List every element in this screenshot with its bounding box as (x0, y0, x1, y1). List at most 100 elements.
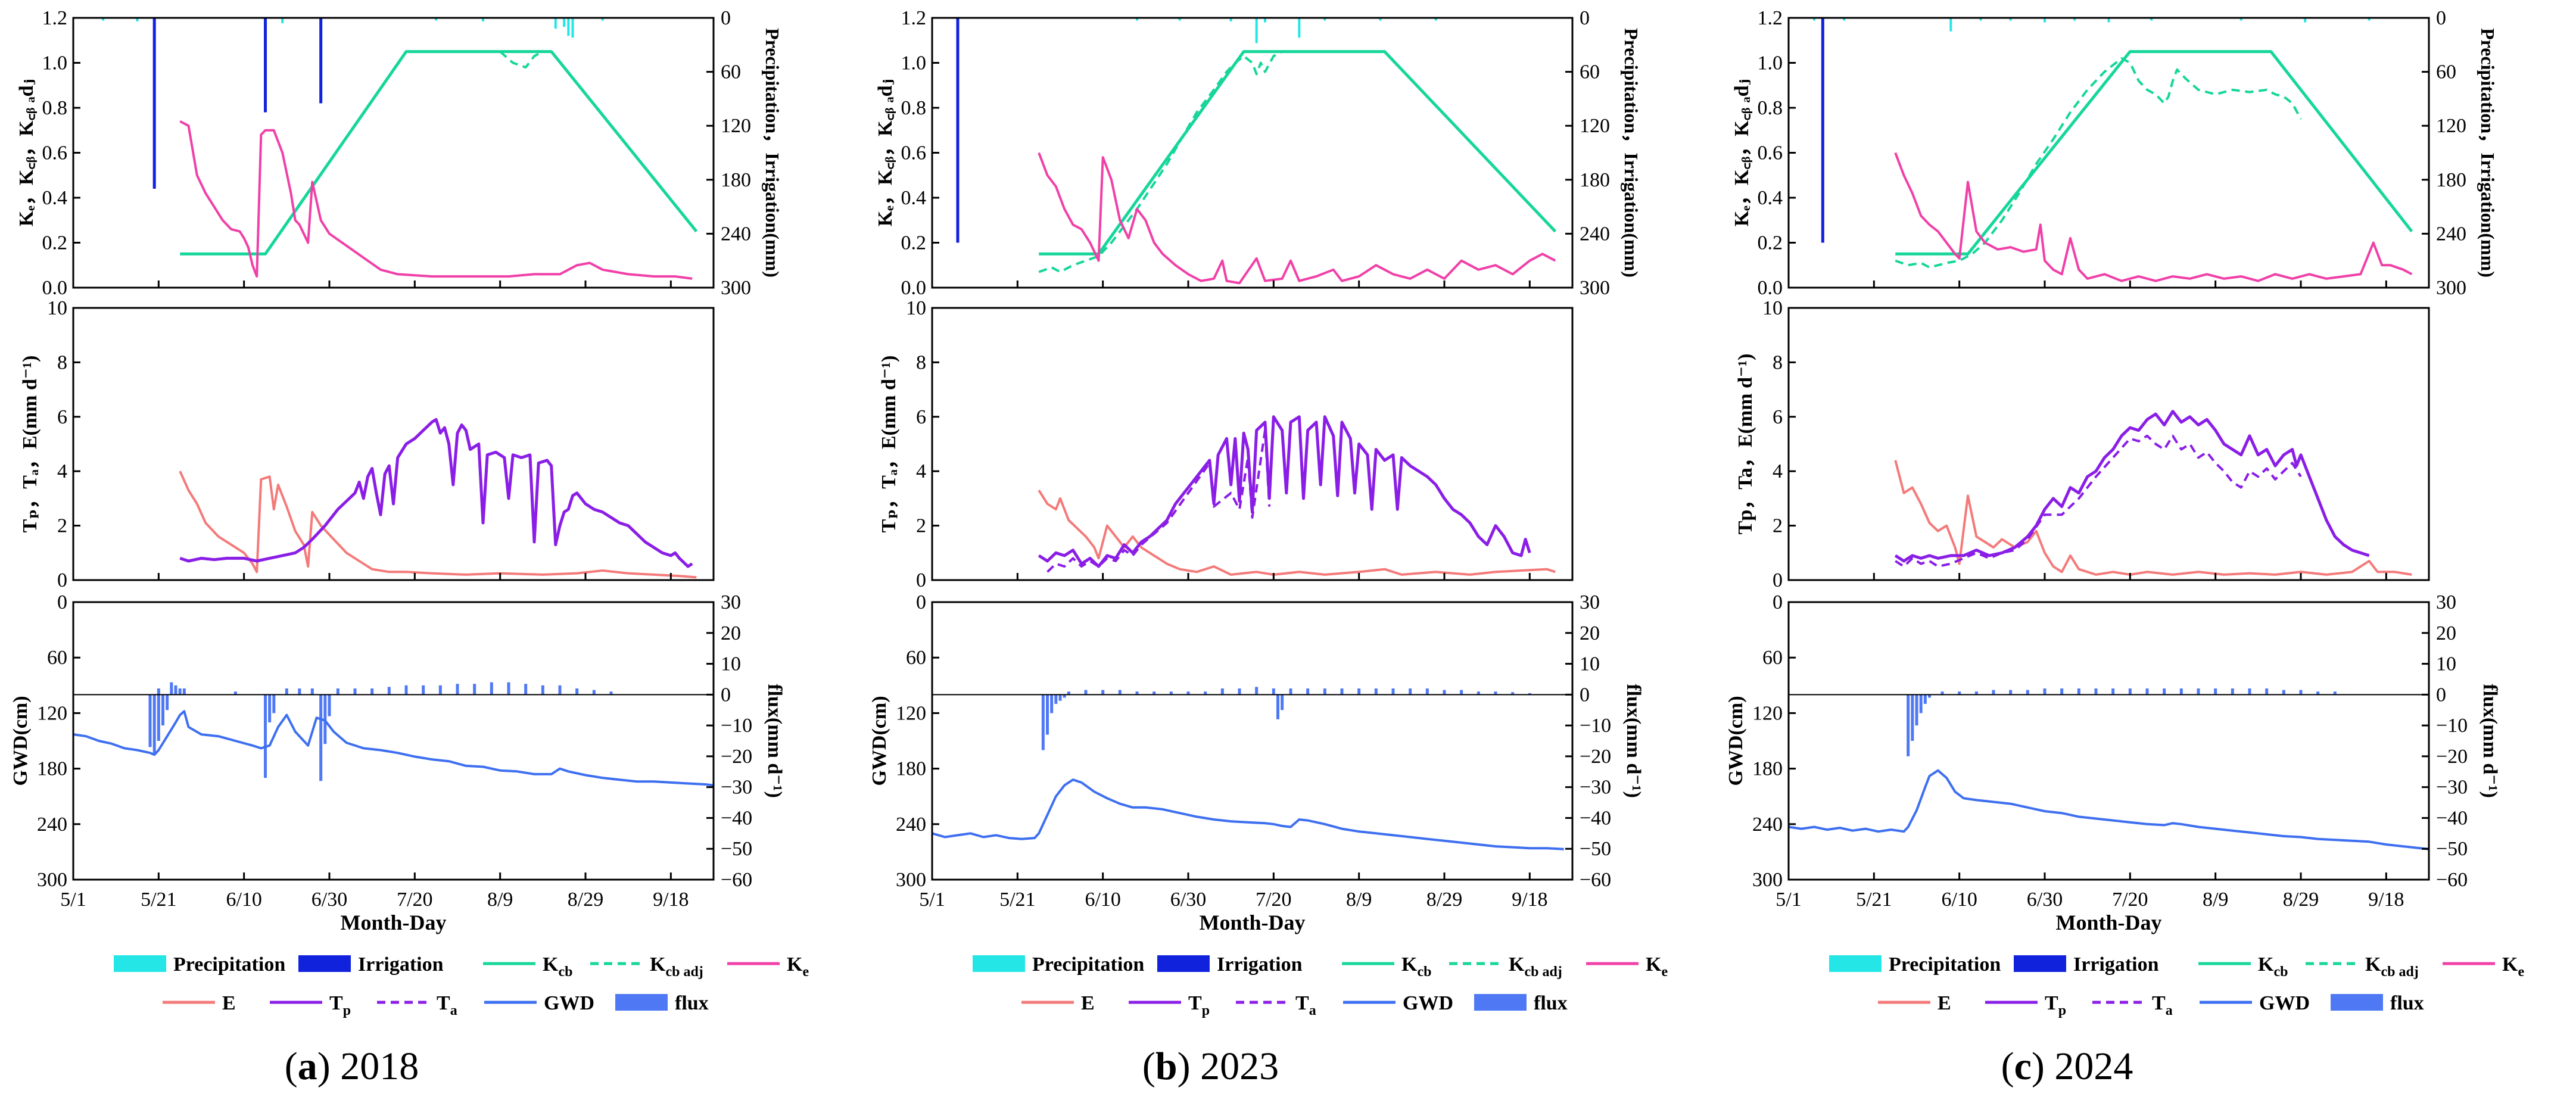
y-tick-label: 10 (906, 297, 926, 319)
x-axis-label: Month-Day (341, 911, 447, 934)
y2-tick-label: −10 (1580, 715, 1611, 737)
y-tick-label: 0.2 (901, 232, 927, 254)
y2-tick-label: 120 (721, 115, 751, 137)
x-axis-label: Month-Day (2056, 911, 2162, 934)
kcb-adj-line (1038, 50, 1283, 273)
flux-bar (1919, 694, 1923, 713)
kcb-adj-line (499, 50, 544, 69)
precipitation-bar (102, 18, 105, 21)
bottom-subplot: 0 60 120 180 240 300 30 20 10 0 −10 −20 −30 −40 −50 −60… (10, 591, 786, 891)
irrigation-bar (264, 18, 267, 113)
flux-bar (1152, 691, 1156, 695)
y-tick-label: 0 (1773, 569, 1783, 591)
y-tick-label: 0.4 (42, 187, 68, 209)
legend-label-ta: Ta (2152, 992, 2173, 1018)
flux-bar (328, 694, 331, 716)
mid-y-axis-label: Tp，Ta，E(mm d⁻¹) (1734, 354, 1756, 535)
flux-bar (1186, 691, 1190, 695)
flux-bar (1425, 688, 1429, 695)
y2-tick-label: 0 (1580, 7, 1590, 29)
mid-frame (72, 307, 715, 581)
flux-bar (1940, 691, 1944, 695)
flux-bar (272, 694, 276, 713)
y-tick-label: 0.8 (901, 97, 927, 119)
flux-bar (1306, 688, 1310, 695)
irrigation-bar (1821, 18, 1824, 243)
legend-label-ta: Ta (1295, 992, 1316, 1018)
flux-bar (575, 688, 579, 695)
legend-label-kcb_adj: Kcb adj (2365, 953, 2419, 980)
y-tick-label: 8 (916, 351, 926, 373)
y-tick-label: 8 (1773, 351, 1783, 373)
legend-swatch-irrigation (1157, 955, 1210, 972)
ta-line (1046, 429, 1271, 573)
y2-tick-label: 30 (721, 591, 741, 613)
precipitation-bar (2239, 18, 2242, 21)
precipitation-bar (1979, 18, 1982, 21)
flux-bar (1220, 688, 1224, 695)
flux-bar (1046, 694, 1049, 735)
flux-bar (1477, 691, 1480, 695)
flux-bar (336, 688, 339, 695)
flux-bar (2248, 688, 2251, 695)
y-tick-label: 300 (37, 869, 67, 891)
y-tick-label: 2 (1773, 515, 1783, 537)
flux-bar (157, 688, 160, 695)
x-tick-label: 6/10 (226, 889, 261, 911)
legend-label-flux: flux (1534, 992, 1568, 1014)
y-tick-label: 120 (37, 702, 67, 724)
kcb-line (1039, 50, 1557, 255)
precipitation-bar (1298, 18, 1301, 38)
x-tick-label: 7/20 (1256, 889, 1291, 911)
legend-swatch-flux (1474, 994, 1527, 1011)
flux-bar (1255, 687, 1259, 695)
flux-bar (353, 688, 357, 695)
top-y-axis-label: Kₑ，K꜀ᵦ，K꜀ᵦ ₐdⱼ (15, 79, 38, 227)
flux-bar (524, 684, 528, 695)
y2-tick-label: 180 (1580, 169, 1610, 191)
x-axis-label: Month-Day (1200, 911, 1306, 934)
y2-tick-label: −10 (721, 715, 752, 737)
legend-swatch-irrigation (298, 955, 351, 972)
flux-bar (285, 688, 288, 695)
y-tick-label: 0.2 (1758, 232, 1783, 254)
y2-tick-label: 120 (2436, 115, 2466, 137)
flux-bar (1374, 688, 1378, 695)
flux-bar (1135, 691, 1139, 695)
y2-tick-label: 180 (2436, 169, 2466, 191)
flux-bar (2111, 688, 2115, 695)
x-tick-label: 7/20 (2112, 889, 2148, 911)
y-tick-label: 4 (1773, 460, 1783, 482)
y-tick-label: 1.0 (901, 52, 927, 74)
y-tick-label: 60 (47, 647, 67, 669)
flux-bar (2009, 690, 2013, 695)
y-tick-label: 0 (916, 591, 926, 613)
legend-label-e: E (222, 992, 236, 1014)
flux-bar (233, 691, 237, 695)
legend-label-precipitation: Precipitation (173, 953, 285, 976)
flux-bar (473, 684, 476, 695)
flux-bar (1118, 690, 1122, 695)
precipitation-bar (1255, 18, 1258, 43)
y-tick-label: 0 (57, 569, 67, 591)
y-tick-label: 2 (916, 515, 926, 537)
y2-tick-label: −50 (2436, 838, 2468, 860)
legend-label-precipitation: Precipitation (1889, 953, 2001, 976)
panel-c: 0.00.20.40.60.81.01.2 060120180240300Kₑ，K… (1725, 7, 2501, 934)
bottom-y-axis-label: GWD(cm) (868, 696, 890, 786)
e-line (1038, 490, 1556, 576)
y-tick-label: 180 (37, 758, 67, 780)
legend-label-kcb_adj: Kcb adj (650, 953, 703, 980)
legend-label-tp: Tp (1188, 992, 1210, 1018)
mid-subplot: 0 2 4 6 8 10 Tₚ，Tₐ，E(mm d⁻¹) (878, 297, 1574, 591)
y2-tick-label: −20 (1580, 746, 1611, 768)
bottom-frame (72, 601, 715, 881)
flux-bar (1169, 691, 1173, 695)
irrigation-bar (319, 18, 323, 104)
ta-line (1895, 434, 2302, 568)
y2-tick-label: 300 (1580, 277, 1610, 299)
y2-tick-label: 20 (2436, 622, 2456, 644)
precipitation-bar (1264, 18, 1266, 23)
flux-bar (1067, 691, 1070, 695)
